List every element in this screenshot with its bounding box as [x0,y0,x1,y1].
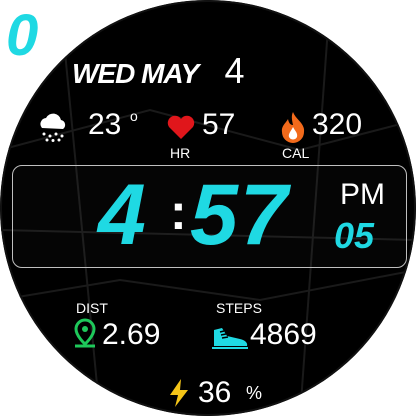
flame-icon [281,112,305,143]
heart-icon [167,115,195,139]
distance-value: 2.69 [102,318,161,351]
seconds-value: 05 [334,215,375,256]
lightning-icon [170,379,188,407]
map-pin-icon [74,318,96,348]
battery-value: 36 [198,376,232,409]
distance-label: DIST [76,300,108,316]
temperature-value: 23 [88,108,122,141]
steps-value: 4869 [250,318,317,351]
corner-indicator: 0 [6,3,39,68]
ampm-indicator: PM [340,178,385,211]
temperature-unit: o [130,108,138,124]
battery-unit: % [246,383,263,403]
heart-rate-value: 57 [202,108,236,141]
time-panel[interactable] [12,165,407,268]
snow-cloud-icon [40,113,66,142]
shoe-icon [212,328,248,349]
time-separator: : [170,184,187,240]
calories-value: 320 [312,108,363,141]
hours-value: 4 [98,167,148,263]
steps-label: STEPS [216,300,262,316]
day-number: 4 [224,50,245,91]
minutes-value: 57 [190,167,290,263]
heart-rate-label: HR [170,145,191,161]
month-label: MAY [141,58,199,89]
calories-label: CAL [282,145,310,161]
date-display: WED MAY 4 [72,50,245,92]
weekday-label: WED [72,58,135,89]
